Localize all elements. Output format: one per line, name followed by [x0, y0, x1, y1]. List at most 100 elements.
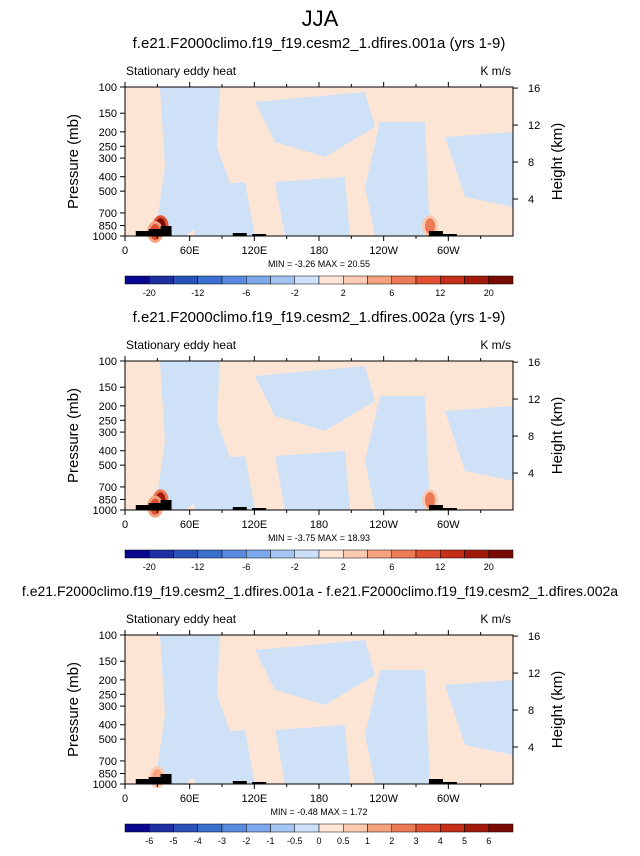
topography-4 — [232, 781, 247, 784]
colorbar-swatch-14 — [464, 823, 489, 833]
colorbar-swatch-2 — [173, 549, 198, 559]
negative-region-3 — [365, 396, 430, 510]
colorbar-swatch-0 — [124, 549, 150, 559]
topography-2 — [148, 229, 163, 236]
colorbar-swatch-12 — [415, 275, 441, 285]
colorbar-swatch-5 — [246, 549, 271, 559]
negative-region-2 — [255, 366, 375, 431]
y-tick-label: 850 — [99, 494, 117, 506]
panel-title: f.e21.F2000climo.f19_f19.cesm2_1.dfires.… — [133, 309, 506, 326]
y-tick-label: 400 — [99, 720, 117, 732]
y-tick-label: 200 — [99, 675, 117, 687]
height-tick-label: 12 — [528, 668, 540, 680]
negative-region-5 — [185, 730, 255, 784]
y-tick-label: 150 — [99, 656, 117, 668]
colorbar-label: 6 — [389, 288, 394, 298]
x-tick-label: 120W — [369, 519, 398, 531]
colorbar-label: 0 — [316, 836, 321, 846]
y-tick-label: 150 — [99, 108, 117, 120]
negative-region-2 — [255, 92, 375, 157]
topography-1 — [135, 505, 150, 510]
colorbar-label: -6 — [242, 288, 250, 298]
colorbar-label: 12 — [435, 562, 445, 572]
colorbar-swatch-10 — [367, 823, 392, 833]
colorbar-swatch-15 — [488, 549, 514, 559]
x-tick-label: 180 — [310, 519, 328, 531]
negative-region-4 — [445, 680, 513, 755]
panel-3: f.e21.F2000climo.f19_f19.cesm2_1.dfires.… — [22, 583, 618, 846]
y-tick-label: 250 — [99, 689, 117, 701]
colorbar-swatch-7 — [294, 823, 320, 833]
colorbar-swatch-1 — [149, 549, 174, 559]
negative-region-5 — [185, 182, 255, 236]
y-tick-label: 100 — [99, 356, 117, 368]
colorbar-swatch-15 — [488, 275, 514, 285]
topography-5 — [252, 782, 267, 784]
colorbar-label: -2 — [291, 562, 299, 572]
height-tick-label: 8 — [528, 157, 534, 169]
colorbar-swatch-1 — [149, 275, 174, 285]
y-axis-title: Pressure (mb) — [65, 114, 82, 209]
colorbar-label: -5 — [169, 836, 177, 846]
colorbar-label: -3 — [218, 836, 226, 846]
colorbar-label: -1 — [266, 836, 274, 846]
colorbar-swatch-7 — [294, 275, 320, 285]
page-title: JJA — [302, 6, 339, 31]
colorbar-swatch-0 — [124, 275, 150, 285]
topography-4 — [232, 233, 247, 236]
y-tick-label: 1000 — [93, 231, 117, 243]
topography-1 — [135, 231, 150, 236]
x-tick-label: 120E — [241, 245, 267, 257]
panels: f.e21.F2000climo.f19_f19.cesm2_1.dfires.… — [22, 35, 618, 846]
colorbar-swatch-4 — [221, 823, 247, 833]
colorbar-swatch-7 — [294, 549, 320, 559]
colorbar-label: -2 — [242, 836, 250, 846]
colorbar-label: -12 — [191, 562, 204, 572]
panel-subtitle-left: Stationary eddy heat — [126, 338, 237, 352]
colorbar-swatch-8 — [318, 549, 344, 559]
x-tick-label: 0 — [122, 245, 128, 257]
colorbar-swatch-8 — [318, 823, 344, 833]
panel-1: f.e21.F2000climo.f19_f19.cesm2_1.dfires.… — [65, 35, 566, 298]
colorbar-swatch-13 — [440, 549, 465, 559]
colorbar-swatch-3 — [197, 549, 223, 559]
colorbar-label: 1 — [365, 836, 370, 846]
y-tick-label: 850 — [99, 220, 117, 232]
y-tick-label: 700 — [99, 756, 117, 768]
colorbar-swatch-11 — [391, 549, 417, 559]
topography-7 — [442, 508, 457, 510]
colorbar-label: -20 — [143, 562, 156, 572]
min-max-stats: MIN = -0.48 MAX = 1.72 — [270, 807, 367, 817]
x-tick-label: 60W — [437, 245, 460, 257]
topography-7 — [442, 782, 457, 784]
colorbar-label: -4 — [194, 836, 202, 846]
y-tick-label: 400 — [99, 446, 117, 458]
panel-title: f.e21.F2000climo.f19_f19.cesm2_1.dfires.… — [133, 35, 506, 52]
y-tick-label: 250 — [99, 415, 117, 427]
negative-region-5 — [185, 456, 255, 510]
colorbar-swatch-4 — [221, 275, 247, 285]
y-tick-label: 100 — [99, 630, 117, 642]
highlight-core-3 — [425, 492, 436, 509]
panel-units: K m/s — [480, 612, 511, 626]
topography-6 — [428, 779, 443, 784]
topography-5 — [252, 234, 267, 236]
colorbar-label: -2 — [291, 288, 299, 298]
panel-subtitle-left: Stationary eddy heat — [126, 64, 237, 78]
colorbar-swatch-3 — [197, 275, 223, 285]
panel-subtitle-left: Stationary eddy heat — [126, 612, 237, 626]
negative-region-4 — [445, 406, 513, 481]
colorbar-swatch-6 — [270, 275, 295, 285]
topography-3 — [160, 226, 172, 236]
colorbar-swatch-8 — [318, 275, 344, 285]
colorbar-label: 2 — [341, 288, 346, 298]
topography-6 — [428, 231, 443, 236]
negative-region-6 — [275, 725, 350, 784]
x-tick-label: 60E — [180, 519, 200, 531]
x-tick-label: 60E — [180, 793, 200, 805]
colorbar-label: 2 — [341, 562, 346, 572]
colorbar-swatch-4 — [221, 549, 247, 559]
colorbar-label: -6 — [242, 562, 250, 572]
y-tick-label: 300 — [99, 701, 117, 713]
